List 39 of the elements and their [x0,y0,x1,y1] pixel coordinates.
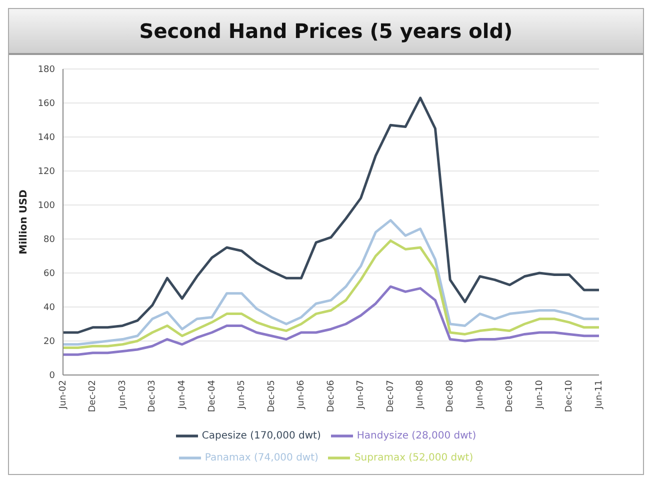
x-tick-label: Jun-05 [237,380,248,410]
line-series [62,285,600,356]
legend-label: Capesize (170,000 dwt) [202,430,321,442]
line-series [62,219,600,346]
y-tick-label: 180 [38,65,56,76]
x-tick-label: Jun-08 [416,380,426,410]
x-tick-label: Jun-02 [58,380,68,410]
x-tick-label: Jun-11 [594,380,604,410]
x-tick-label: Dec-09 [505,380,516,412]
x-tick-label: Jun-07 [356,380,366,410]
y-tick-label: 60 [44,269,56,280]
x-tick-label: Dec-03 [148,380,158,412]
y-tick-label: 100 [38,201,56,212]
legend-label: Handysize (28,000 dwt) [356,430,476,442]
x-tick-label: Dec-08 [446,380,456,412]
legend-label: Supramax (52,000 dwt) [354,452,474,464]
x-tick-label: Dec-05 [266,380,277,412]
y-axis-title: Million USD [18,190,30,254]
y-tick-label: 40 [44,303,56,314]
x-tick-label: Jun-09 [475,380,486,410]
chart-title: Second Hand Prices (5 years old) [9,9,643,55]
y-tick-label: 80 [44,235,56,246]
x-tick-label: Dec-04 [207,380,218,412]
y-tick-label: 120 [38,167,56,178]
legend-label: Panamax (74,000 dwt) [204,452,318,464]
x-tick-label: Dec-06 [326,380,336,412]
y-tick-label: 160 [38,99,56,110]
y-tick-label: 140 [38,133,56,144]
y-tick-label: 20 [44,337,56,348]
x-tick-label: Dec-07 [386,380,396,412]
x-tick-label: Dec-02 [88,380,98,412]
line-series [62,239,600,350]
x-tick-label: Jun-03 [118,380,128,410]
line-series [62,96,600,334]
x-tick-label: Dec-10 [564,380,575,412]
x-tick-label: Jun-04 [178,380,188,410]
y-tick-label: 0 [49,371,56,382]
x-tick-label: Jun-06 [296,380,307,410]
x-tick-label: Jun-10 [534,380,545,410]
